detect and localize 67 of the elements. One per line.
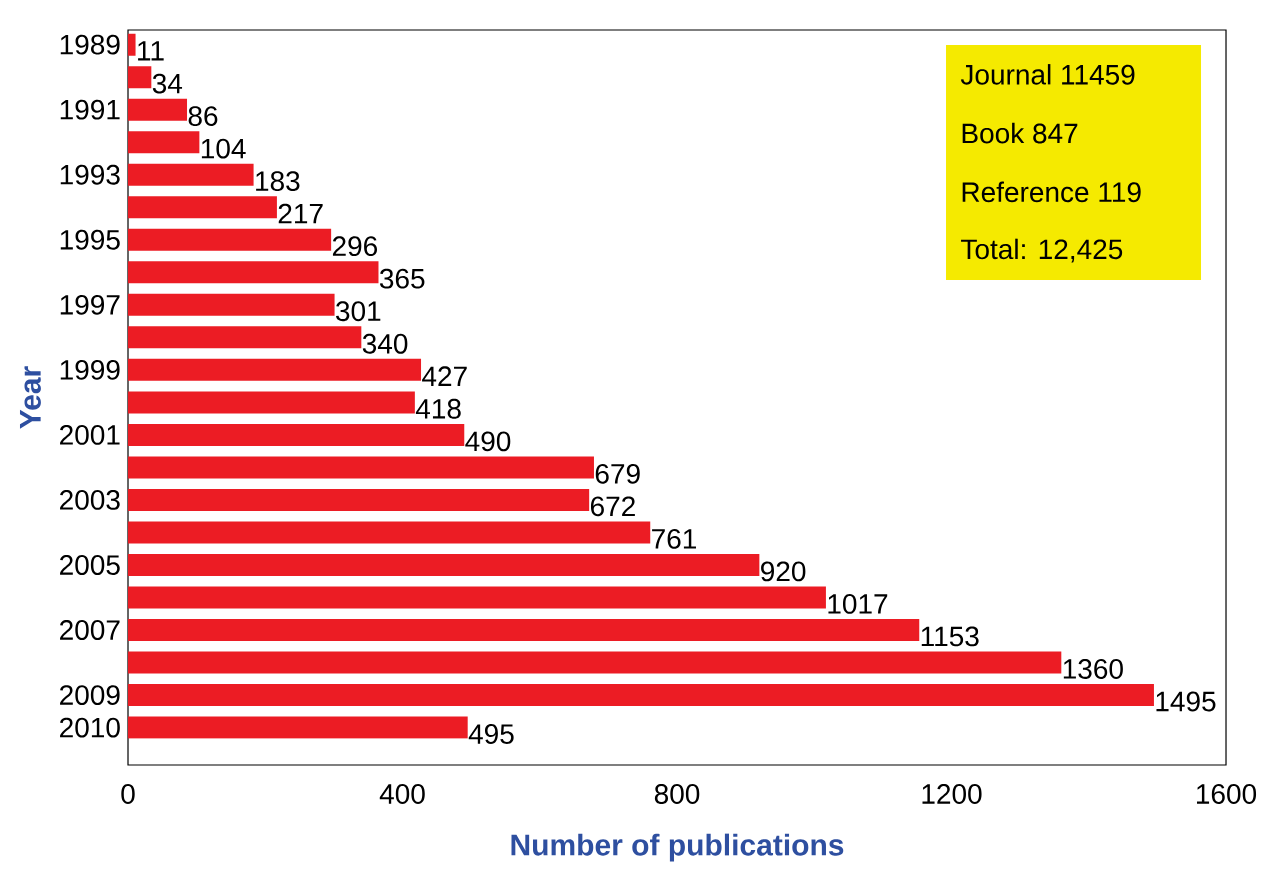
data-label: 340 bbox=[362, 333, 408, 354]
data-label: 490 bbox=[465, 431, 511, 452]
bar bbox=[128, 196, 277, 219]
x-axis-title: Number of publications bbox=[511, 833, 844, 862]
y-tick-label: 2009 bbox=[60, 685, 120, 706]
data-label: 1017 bbox=[828, 593, 888, 614]
data-label: 679 bbox=[595, 463, 640, 484]
data-label: 104 bbox=[201, 138, 246, 159]
bar bbox=[128, 684, 1154, 707]
x-tick-label: 400 bbox=[379, 784, 425, 804]
y-axis-title: Year bbox=[19, 366, 41, 429]
bar bbox=[128, 228, 332, 251]
y-tick-label: 2010 bbox=[60, 717, 120, 738]
data-label: 365 bbox=[379, 268, 425, 289]
bar bbox=[128, 261, 379, 284]
data-label: 301 bbox=[336, 301, 381, 322]
y-tick-label: 1991 bbox=[60, 99, 120, 120]
y-tick-label: 2001 bbox=[60, 424, 120, 445]
data-label: 761 bbox=[652, 528, 696, 549]
bar bbox=[128, 488, 590, 511]
data-label: 672 bbox=[590, 496, 635, 517]
data-label: 86 bbox=[188, 106, 218, 127]
annotation: Book 847 bbox=[962, 122, 1078, 144]
bar bbox=[128, 98, 188, 121]
bar bbox=[128, 66, 152, 89]
data-label: 11 bbox=[138, 41, 164, 61]
annotation: Total: 12,425 bbox=[961, 238, 1123, 263]
data-label: 1360 bbox=[1063, 659, 1123, 679]
x-tick-label: 0 bbox=[121, 784, 135, 804]
bar bbox=[128, 716, 468, 739]
data-label: 427 bbox=[422, 366, 467, 386]
bar bbox=[128, 423, 465, 446]
data-label: 183 bbox=[256, 171, 300, 192]
bar bbox=[128, 586, 826, 609]
bar bbox=[128, 554, 760, 576]
data-label: 418 bbox=[415, 398, 461, 419]
bar bbox=[128, 391, 415, 414]
x-tick-label: 1200 bbox=[922, 784, 982, 804]
data-label: 217 bbox=[278, 203, 323, 224]
bar bbox=[128, 521, 651, 544]
data-label: 296 bbox=[332, 236, 377, 257]
bar bbox=[128, 131, 200, 154]
data-label: 1153 bbox=[921, 626, 979, 647]
bar bbox=[128, 651, 1062, 674]
data-label: 34 bbox=[152, 73, 183, 94]
y-tick-label: 1993 bbox=[60, 164, 120, 185]
x-tick-label: 800 bbox=[654, 784, 700, 804]
bar bbox=[128, 293, 335, 316]
y-tick-label: 1995 bbox=[60, 229, 120, 250]
annotation: Reference 119 bbox=[962, 181, 1141, 203]
y-tick-label: 1997 bbox=[60, 294, 120, 315]
bar bbox=[128, 358, 422, 381]
y-tick-label: 1999 bbox=[60, 359, 120, 380]
bar bbox=[128, 326, 362, 349]
annotation: Journal 11459 bbox=[960, 64, 1135, 85]
x-tick-label: 1600 bbox=[1197, 784, 1257, 804]
bar bbox=[128, 456, 594, 479]
data-label: 1495 bbox=[1156, 691, 1216, 712]
y-tick-label: 2005 bbox=[60, 555, 120, 575]
y-tick-label: 1989 bbox=[60, 34, 120, 55]
data-label: 495 bbox=[468, 724, 514, 744]
y-tick-label: 2003 bbox=[60, 490, 120, 510]
bar bbox=[128, 33, 136, 56]
y-tick-label: 2007 bbox=[60, 620, 120, 640]
bar bbox=[128, 163, 254, 186]
data-label: 920 bbox=[761, 561, 806, 582]
bar bbox=[128, 619, 920, 642]
